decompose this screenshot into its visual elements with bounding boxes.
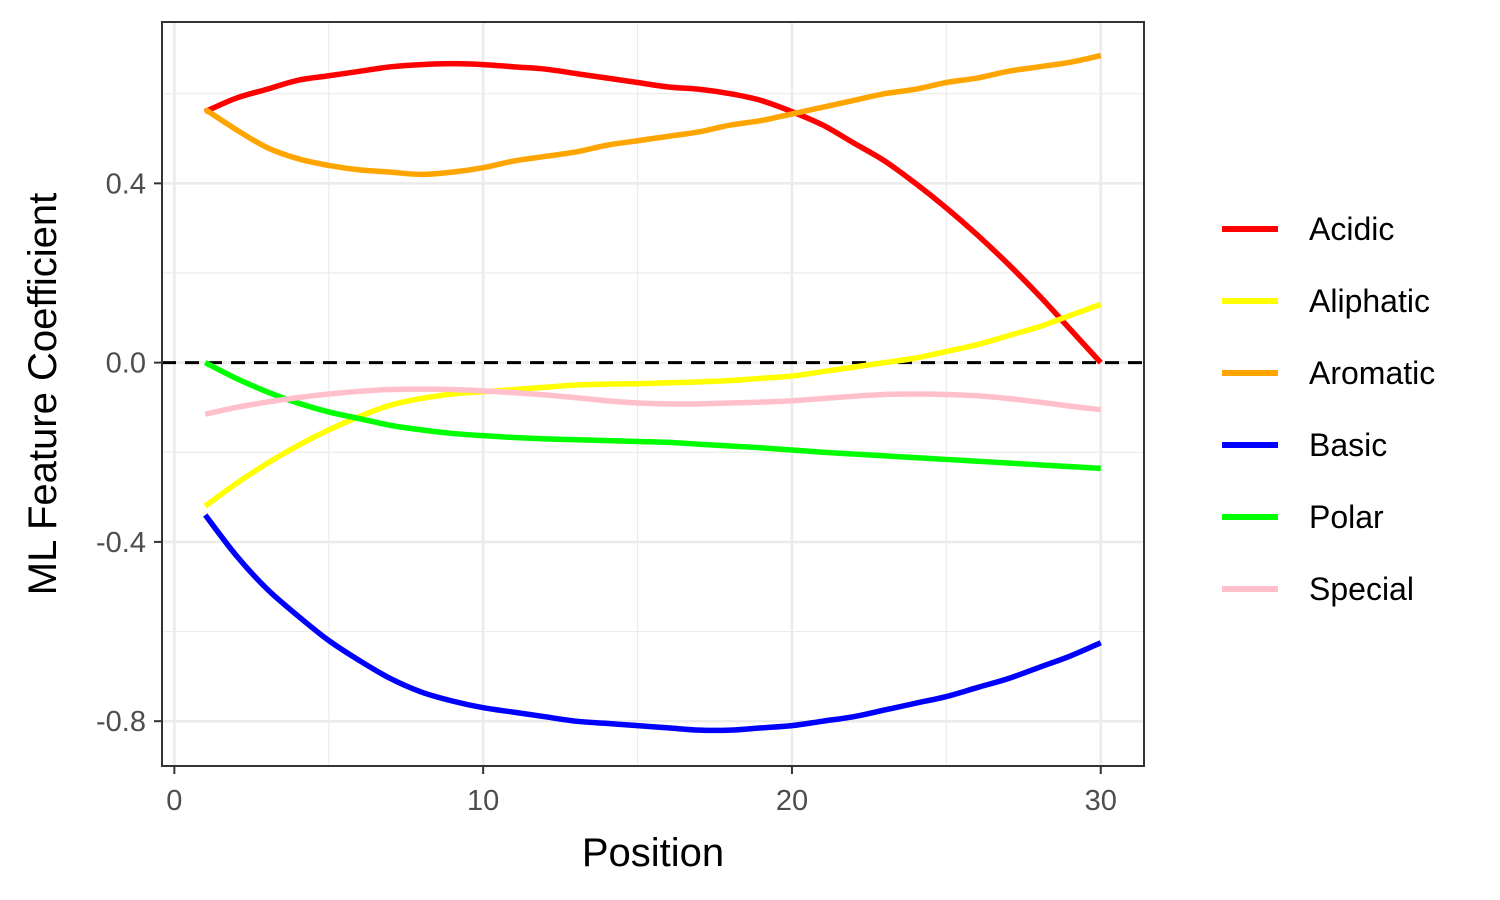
- plot-panel: [161, 21, 1145, 767]
- series-line-aromatic: [203, 52, 1102, 178]
- y-tick-label: -0.4: [96, 527, 146, 559]
- legend-label-acidic: Acidic: [1309, 211, 1394, 247]
- series-line-special: [204, 386, 1102, 417]
- y-axis: -0.8 -0.4 0.0 0.4: [96, 168, 162, 738]
- series-line-polar: [203, 360, 1101, 472]
- legend-label-basic: Basic: [1309, 427, 1387, 463]
- legend-label-aromatic: Aromatic: [1309, 355, 1435, 391]
- major-gridlines: [162, 22, 1144, 766]
- y-tick-label: 0.0: [106, 348, 146, 380]
- panel-border: [161, 21, 1145, 767]
- x-tick-label: 10: [467, 785, 499, 817]
- x-axis: 0 10 20 30: [166, 766, 1117, 817]
- legend-label-special: Special: [1309, 571, 1414, 607]
- x-tick-label: 30: [1085, 785, 1117, 817]
- y-tick-label: -0.8: [96, 706, 146, 738]
- series-lines: [203, 52, 1103, 734]
- y-axis-title: ML Feature Coefficient: [21, 193, 65, 595]
- legend-label-aliphatic: Aliphatic: [1309, 283, 1430, 319]
- x-axis-title: Position: [582, 831, 724, 875]
- series-line-acidic: [204, 60, 1103, 365]
- legend-label-polar: Polar: [1309, 499, 1384, 535]
- x-tick-label: 20: [776, 785, 808, 817]
- y-tick-label: 0.4: [106, 168, 146, 200]
- legend: Acidic Aliphatic Aromatic Basic Polar Special: [1222, 211, 1435, 607]
- x-tick-label: 0: [166, 785, 182, 817]
- series-line-basic: [203, 513, 1102, 734]
